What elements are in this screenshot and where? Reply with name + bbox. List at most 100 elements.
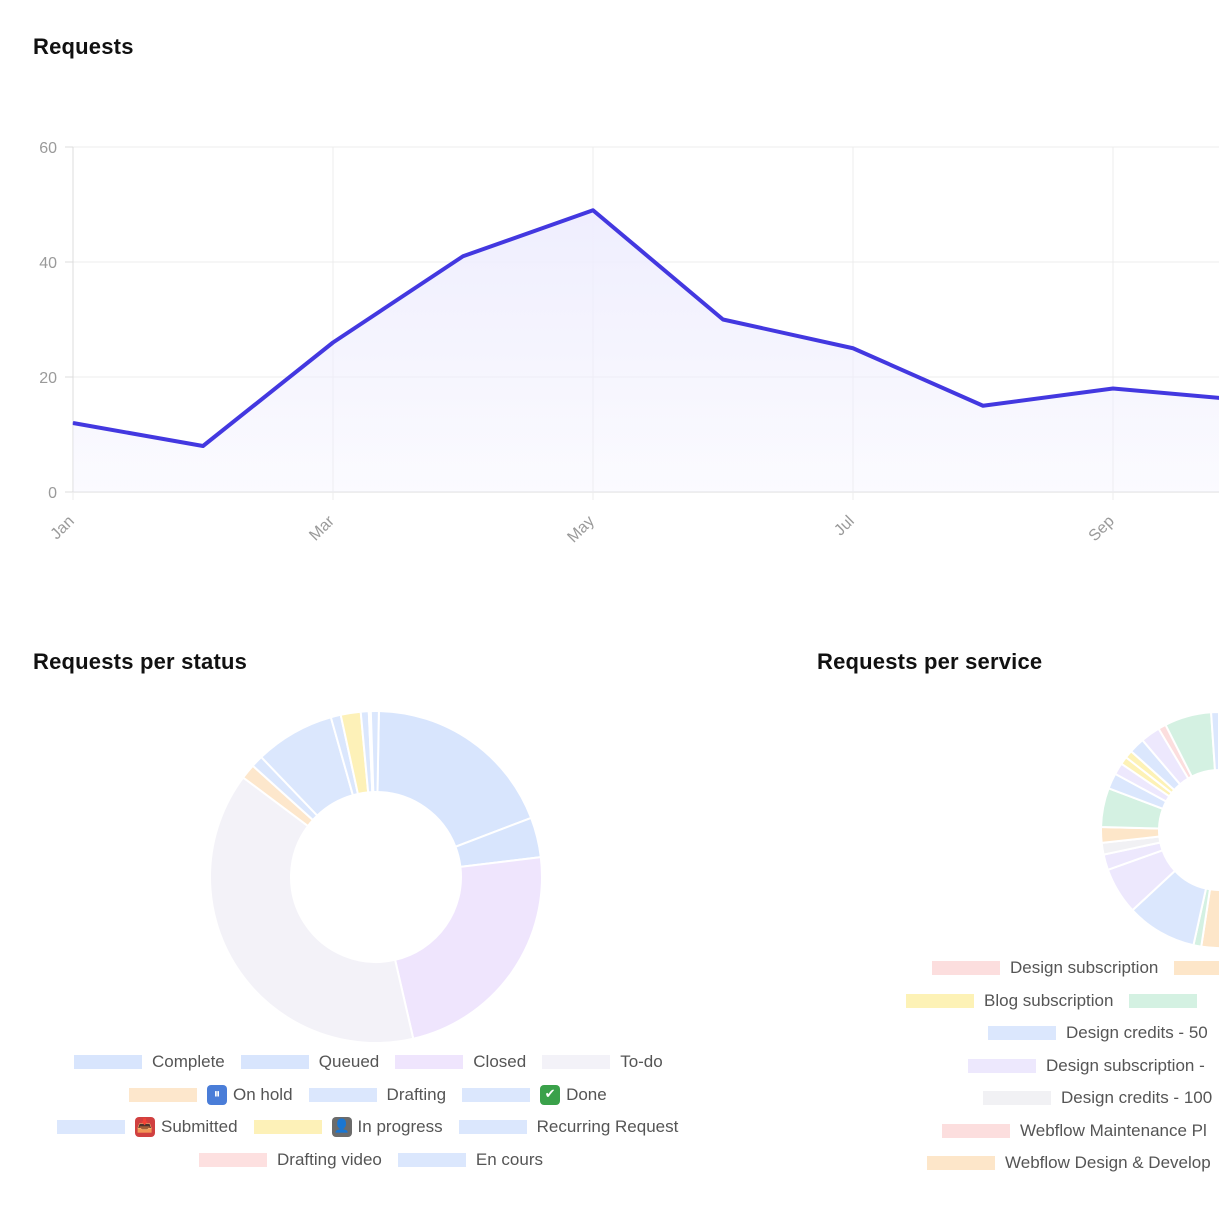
x-tick-label: Jan xyxy=(48,513,78,543)
legend-label: Webflow Design & Develop xyxy=(1005,1153,1211,1172)
status-emoji-icon: ✔ xyxy=(540,1085,561,1105)
service-legend-item[interactable]: Design credits - 50 xyxy=(988,1023,1208,1043)
series-line xyxy=(72,208,1219,448)
legend-swatch xyxy=(458,1120,527,1134)
status-legend-item[interactable]: Recurring Request xyxy=(458,1117,679,1137)
requests-per-service-donut xyxy=(1100,710,1219,949)
legend-label: Design subscription - xyxy=(1046,1056,1205,1075)
status-legend-item[interactable]: Complete xyxy=(74,1052,225,1072)
legend-swatch xyxy=(1174,961,1219,975)
status-legend-item[interactable]: Drafting xyxy=(308,1085,447,1105)
status-legend-item[interactable]: Queued xyxy=(240,1052,380,1072)
status-legend-row: ⏸ On hold Drafting ✔ Done xyxy=(129,1085,623,1105)
legend-label: Closed xyxy=(473,1052,527,1071)
donut-slice xyxy=(376,710,533,849)
requests-per-status-donut xyxy=(209,710,543,1044)
requests-title: Requests xyxy=(33,34,134,59)
service-legend-row: Webflow Maintenance Pl xyxy=(942,1121,1219,1141)
service-legend-item[interactable]: Design credits - 100 xyxy=(983,1088,1212,1108)
legend-label: Recurring Request xyxy=(536,1117,679,1136)
data-point xyxy=(462,255,464,257)
legend-label: Complete xyxy=(152,1052,225,1071)
series-area xyxy=(73,210,1219,492)
x-tick-label: May xyxy=(564,513,597,546)
legend-swatch xyxy=(308,1088,377,1102)
status-emoji-icon: ⏸ xyxy=(207,1085,227,1105)
status-legend-item[interactable]: 📥 Submitted xyxy=(57,1117,238,1137)
data-point xyxy=(202,445,204,447)
data-point xyxy=(72,422,74,424)
legend-swatch xyxy=(983,1091,1051,1105)
service-legend-row: Design credits - 50 xyxy=(988,1023,1219,1043)
donut-slice xyxy=(369,710,380,794)
y-tick-label: 0 xyxy=(48,485,57,502)
status-legend-item[interactable]: 👤 In progress xyxy=(253,1117,443,1137)
status-legend-item[interactable]: ⏸ On hold xyxy=(129,1085,293,1105)
service-legend-row: Blog subscription xyxy=(906,991,1207,1011)
legend-swatch xyxy=(74,1055,142,1069)
legend-label: Blog subscription xyxy=(984,991,1114,1010)
data-point xyxy=(852,347,854,349)
legend-swatch xyxy=(927,1156,995,1170)
legend-swatch xyxy=(240,1055,309,1069)
status-emoji-icon: 👤 xyxy=(331,1117,352,1137)
service-legend-item[interactable]: Webflow Design & Develop xyxy=(927,1153,1211,1173)
donut-slice xyxy=(393,856,543,1040)
legend-swatch xyxy=(932,961,1000,975)
data-point xyxy=(722,319,724,320)
status-legend-item[interactable]: Closed xyxy=(395,1052,526,1072)
legend-swatch xyxy=(942,1124,1010,1138)
y-tick-label: 40 xyxy=(39,255,57,272)
legend-swatch xyxy=(129,1088,197,1102)
legend-swatch xyxy=(199,1153,267,1167)
data-point xyxy=(1112,388,1114,389)
donut-slice xyxy=(209,776,415,1044)
legend-label: Webflow Maintenance Pl xyxy=(1020,1121,1207,1140)
status-legend-item[interactable]: To-do xyxy=(542,1052,663,1072)
service-legend-item[interactable]: Design subscription xyxy=(932,958,1158,978)
legend-swatch xyxy=(988,1026,1056,1040)
status-emoji-icon: 📥 xyxy=(135,1117,155,1137)
service-legend-item[interactable]: Design subscription - xyxy=(968,1056,1205,1076)
donut-slice xyxy=(1210,710,1219,772)
legend-swatch xyxy=(1129,994,1198,1008)
legend-label: En cours xyxy=(475,1150,543,1169)
requests-per-status-title: Requests per status xyxy=(33,649,248,674)
x-tick-label: Sep xyxy=(1086,513,1118,545)
legend-label: On hold xyxy=(233,1085,293,1104)
service-legend-item[interactable]: Webflow Maintenance Pl xyxy=(942,1121,1207,1141)
requests-line-chart: 0 20 40 60 Jan Mar May Jul Sep xyxy=(39,140,1219,546)
service-legend-row: Webflow Design & Develop xyxy=(927,1153,1219,1173)
legend-swatch xyxy=(906,994,974,1008)
requests-per-service-title: Requests per service xyxy=(817,649,1043,674)
legend-swatch xyxy=(968,1059,1036,1073)
legend-swatch xyxy=(397,1153,466,1167)
status-legend: Complete Queued Closed To-do ⏸ On hold Draftin… xyxy=(0,1052,760,1192)
status-legend-item[interactable]: ✔ Done xyxy=(462,1085,607,1105)
service-legend-row: Design subscription xyxy=(932,958,1219,978)
data-point xyxy=(982,405,984,407)
service-legend-row: Design credits - 100 xyxy=(983,1088,1219,1108)
x-tick-label: Jul xyxy=(831,513,857,539)
status-legend-item[interactable]: Drafting video xyxy=(199,1150,382,1170)
legend-label: Queued xyxy=(318,1052,380,1071)
legend-label: Done xyxy=(566,1085,607,1104)
service-legend: Design subscription Blog subscription Desi… xyxy=(0,958,1219,1198)
legend-label: Drafting xyxy=(386,1085,447,1104)
status-legend-item[interactable]: En cours xyxy=(397,1150,543,1170)
legend-label: Design credits - 50 xyxy=(1066,1023,1208,1042)
service-legend-row: Design subscription - xyxy=(968,1056,1219,1076)
legend-label: Submitted xyxy=(161,1117,238,1136)
donut-slice xyxy=(1200,888,1219,949)
status-legend-row: Drafting video En cours xyxy=(199,1150,559,1170)
data-point xyxy=(332,342,334,343)
x-tick-label: Mar xyxy=(306,512,338,544)
status-legend-row: Complete Queued Closed To-do xyxy=(74,1052,679,1072)
legend-label: To-do xyxy=(620,1052,663,1071)
legend-swatch xyxy=(253,1120,322,1134)
legend-swatch xyxy=(462,1088,531,1102)
legend-label: Design credits - 100 xyxy=(1061,1088,1213,1107)
y-tick-label: 60 xyxy=(39,140,57,157)
legend-label: Design subscription xyxy=(1010,958,1159,977)
service-legend-item[interactable]: Blog subscription xyxy=(906,991,1113,1011)
